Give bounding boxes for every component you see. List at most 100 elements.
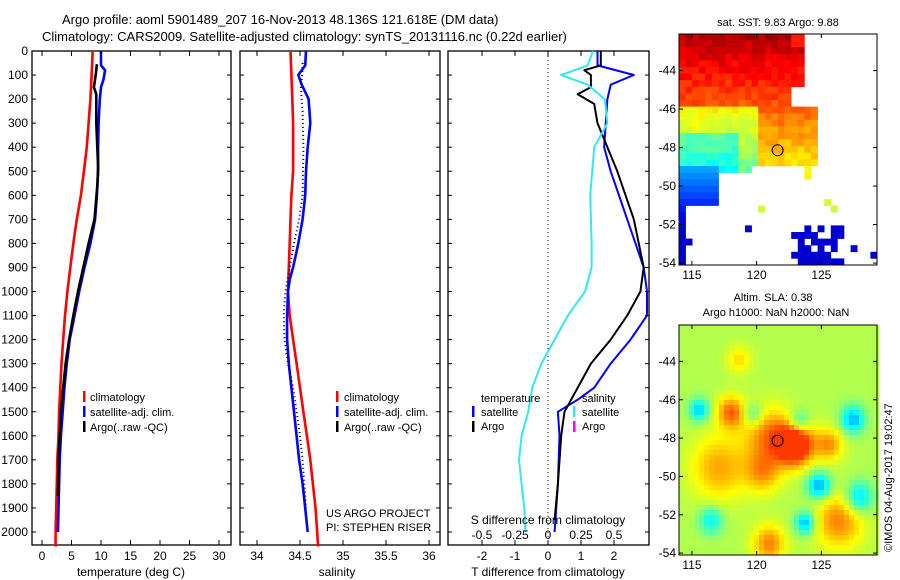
- sst-cell: [751, 106, 759, 114]
- sla-cell: [824, 425, 830, 431]
- sla-cell: [864, 480, 870, 486]
- sst-cell: [685, 47, 693, 55]
- sla-cell: [829, 470, 835, 476]
- sla-cell: [794, 415, 800, 421]
- sla-cell: [724, 545, 730, 551]
- sst-cell: [698, 166, 706, 173]
- sla-cell: [769, 450, 775, 456]
- sla-cell: [784, 460, 790, 466]
- sst-cell: [738, 126, 746, 134]
- sst-cell: [705, 126, 713, 134]
- sla-cell: [684, 505, 690, 511]
- sst-cell: [751, 159, 759, 167]
- sla-cell: [854, 550, 860, 556]
- series-temperature-satellite: [553, 51, 648, 533]
- title-line-2: Climatology: CARS2009. Satellite-adjuste…: [42, 29, 567, 44]
- sla-cell: [864, 405, 870, 411]
- sst-cell: [791, 133, 799, 140]
- sla-cell: [694, 430, 700, 436]
- sla-cell: [809, 440, 815, 446]
- sla-cell: [704, 465, 710, 471]
- sla-cell: [749, 380, 755, 386]
- sla-cell: [819, 420, 825, 426]
- sst-cell: [731, 166, 739, 173]
- sla-cell: [769, 520, 775, 526]
- sla-cell: [739, 375, 745, 381]
- sla-cell: [729, 535, 735, 541]
- sla-cell: [799, 400, 805, 406]
- sla-cell: [764, 535, 770, 541]
- sla-cell: [839, 525, 845, 531]
- sla-cell: [719, 490, 725, 496]
- sla-cell: [764, 460, 770, 466]
- sla-cell: [764, 545, 770, 551]
- sla-cell: [794, 505, 800, 511]
- sla-cell: [774, 530, 780, 536]
- sla-cell: [829, 375, 835, 381]
- sst-cell: [698, 139, 706, 147]
- sla-cell: [774, 370, 780, 376]
- sla-cell: [739, 440, 745, 446]
- sla-cell: [779, 430, 785, 436]
- sla-cell: [699, 415, 705, 421]
- sla-cell: [759, 550, 765, 556]
- sla-cell: [684, 440, 690, 446]
- sla-cell: [864, 490, 870, 496]
- sla-cell: [809, 460, 815, 466]
- sst-cell: [679, 93, 686, 101]
- sla-cell: [689, 460, 695, 466]
- sla-cell: [864, 550, 870, 556]
- sla-cell: [754, 540, 760, 546]
- sla-cell: [854, 525, 860, 531]
- sla-cell: [844, 400, 850, 406]
- sla-cell: [754, 480, 760, 486]
- sla-cell: [779, 420, 785, 426]
- sla-cell: [864, 495, 870, 501]
- sst-cell: [705, 106, 713, 114]
- sla-cell: [699, 335, 705, 341]
- sla-cell: [769, 355, 775, 361]
- sla-cell: [839, 455, 845, 461]
- sla-cell: [699, 535, 705, 541]
- sla-cell: [684, 425, 690, 431]
- sla-cell: [849, 355, 855, 361]
- map-y-tick-label: -48: [659, 431, 677, 445]
- sst-cell: [771, 119, 779, 127]
- sla-cell: [689, 395, 695, 401]
- sla-cell: [799, 515, 805, 521]
- sla-cell: [764, 420, 770, 426]
- sla-cell: [794, 355, 800, 361]
- sla-cell: [759, 335, 765, 341]
- sla-cell: [784, 360, 790, 366]
- sla-cell: [704, 455, 710, 461]
- sla-cell: [784, 500, 790, 506]
- sla-cell: [699, 425, 705, 431]
- sla-cell: [844, 535, 850, 541]
- sst-cell: [692, 133, 700, 140]
- sst-cell: [784, 47, 792, 55]
- sst-cell: [778, 60, 785, 68]
- sst-cell: [685, 199, 693, 206]
- sla-cell: [864, 425, 870, 431]
- sla-cell: [679, 500, 685, 506]
- sla-cell: [739, 470, 745, 476]
- sst-cell: [778, 106, 785, 114]
- sla-cell: [719, 540, 725, 546]
- sla-cell: [834, 375, 840, 381]
- sla-cell: [709, 475, 715, 481]
- sla-cell: [749, 525, 755, 531]
- sst-cell: [764, 119, 772, 127]
- sla-cell: [754, 525, 760, 531]
- sla-cell: [719, 325, 725, 331]
- sla-cell: [854, 515, 860, 521]
- sla-cell: [709, 405, 715, 411]
- sla-cell: [779, 475, 785, 481]
- sla-cell: [739, 450, 745, 456]
- sla-cell: [684, 515, 690, 521]
- sla-cell: [824, 335, 830, 341]
- sla-cell: [759, 525, 765, 531]
- sla-cell: [864, 445, 870, 451]
- sst-cell: [679, 185, 686, 193]
- sst-cell: [804, 232, 812, 239]
- sla-cell: [719, 450, 725, 456]
